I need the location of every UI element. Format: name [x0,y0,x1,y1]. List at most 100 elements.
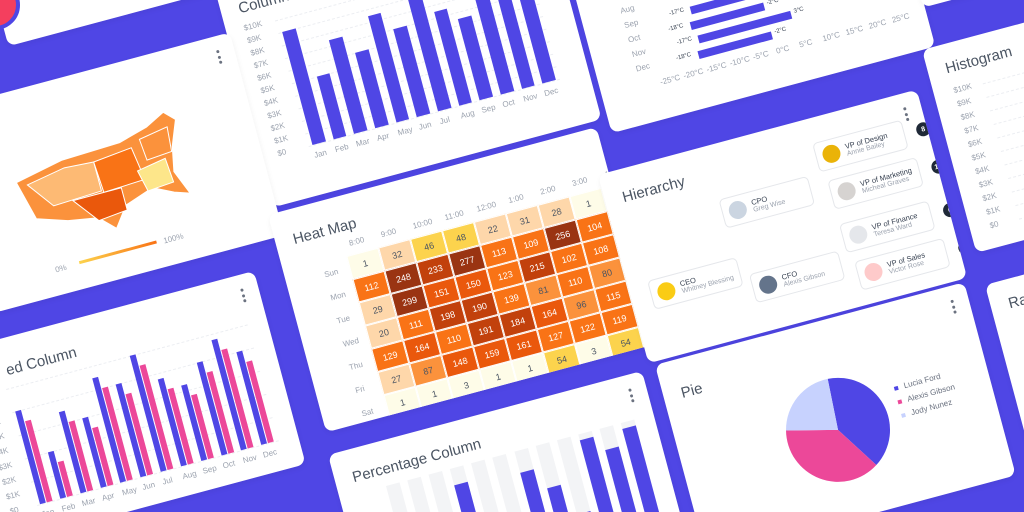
y-tick-label: Thu [348,359,364,373]
x-tick-label: Jan [313,147,328,160]
avatar [757,273,780,296]
pie-slice[interactable] [786,378,839,431]
y-tick-label: $10K [952,81,973,96]
x-tick-label: Nov [241,452,258,466]
y-tick-label: $7K [252,57,269,71]
x-tick-label: Apr [100,490,116,503]
range-end-label: -2°C [773,26,788,36]
node-text: CPO Greg Wise [750,190,786,214]
x-tick-label: -15°C [705,60,728,75]
x-tick-label: May [121,484,139,498]
y-tick-label: $1K [273,133,290,146]
node-text: VP of Marketing Micheal Graves [859,166,915,195]
range-bar-chart: Apr-3°C13°CMay1°C13°CJun2°C12°CJul-4°C7°… [604,0,913,94]
pie-legend: Lucia Ford Alexis Gibson Jody Nunez [893,369,961,425]
y-tick-label: $1K [985,204,1002,217]
avatar [847,223,870,246]
y-tick-label: Tue [335,313,352,326]
x-tick-label: May [396,124,414,138]
child-count-badge[interactable]: 6 [941,201,959,219]
grouped-column-card: ed Column $0$1K$2K$3K$4K$5K$6K$7K$8KJanF… [0,270,306,512]
y-category-label: Jul [615,0,627,1]
x-tick-label: Sep [201,463,218,476]
x-tick-label: Aug [459,108,476,121]
range-start-label: -18°C [667,23,685,33]
y-tick-label: Mon [329,289,347,303]
x-tick-label: Dec [543,85,560,99]
child-count-badge[interactable]: 12 [929,158,948,176]
child-count-badge[interactable]: 8 [914,120,932,138]
y-tick-label: $5K [0,431,6,444]
node-text: CEO Whitney Blessing [679,266,735,295]
y-tick-label: $2K [269,120,286,134]
x-tick-label: Apr [375,131,391,143]
x-tick-label: 9:00 [379,226,398,240]
y-category-label: Oct [627,32,642,45]
node-text: CFO Alexis Gibson [781,262,826,289]
y-category-label: Sep [623,17,640,31]
y-tick-label: $3K [977,177,994,190]
x-tick-label: Feb [60,501,77,512]
legend-marker-icon [900,412,906,418]
x-tick-label: Mar [80,495,97,509]
y-tick-label: $6K [966,136,984,150]
node-text: VP of Design Annie Bailey [844,131,890,158]
more-options-icon[interactable] [240,288,247,303]
x-tick-label: 8:00 [347,235,366,248]
y-tick-label: $9K [246,32,263,46]
y-tick-label: Sat [360,406,375,419]
x-tick-label: Nov [522,91,539,104]
x-tick-label: Aug [181,468,198,482]
y-tick-label: Fri [354,384,366,396]
top-left-card [0,0,212,47]
node-text: VP of Finance Teresa Ward [871,211,921,239]
x-tick-label: -5°C [751,49,770,62]
more-options-icon[interactable] [950,299,957,314]
x-tick-label: -20°C [682,66,705,81]
y-tick-label: $5K [259,83,276,96]
range-start-label: -17°C [676,36,693,47]
pie-chart [786,377,891,482]
y-tick-label: $0 [988,219,1000,231]
x-tick-label: 0°C [775,43,791,56]
x-tick-label: 20°C [867,17,888,31]
x-tick-label: -25°C [659,72,682,87]
x-tick-label: Jul [161,475,174,487]
y-tick-label: $4K [262,95,280,109]
node-text: VP of Sales Victor Rose [886,250,928,276]
x-tick-label: -10°C [728,54,751,69]
y-tick-label: $1K [4,489,21,502]
more-options-icon[interactable] [628,388,635,403]
legend-max-label: 100% [162,231,185,246]
more-options-icon[interactable] [216,49,223,65]
column-chart: $0 $1K $2K $3K $4K $5K $6K $7K $8K $9K $10K Jan Feb M… [243,0,573,161]
x-tick-label: 10:00 [411,216,434,231]
x-tick-label: Jan [41,507,56,512]
us-map [15,111,192,230]
x-tick-label: Dec [261,447,279,460]
card-title: Pie [679,379,705,402]
x-tick-label: 10°C [821,29,841,44]
x-tick-label: Oct [501,97,516,110]
pie-slice[interactable] [827,377,891,465]
legend-marker-icon [893,385,899,391]
avatar [726,198,749,222]
org-node-ceo[interactable]: CEO Whitney Blessing [647,257,744,310]
gridline [986,60,1024,98]
pie-card: Pie Lucia Ford Alexis Gibson Jody Nunez [655,282,1016,512]
org-node-cpo[interactable]: CPO Greg Wise [718,175,816,229]
y-tick-label: Wed [341,335,360,349]
x-tick-label: 12:00 [475,199,498,214]
y-tick-label: $7K [963,123,980,136]
y-tick-label: $8K [249,45,266,58]
child-count-badge[interactable]: 10 [956,238,968,256]
y-tick-label: $8K [959,109,976,123]
org-node-cfo[interactable]: CFO Alexis Gibson [748,250,846,304]
y-category-label: Aug [619,3,636,16]
range-start-label: -17°C [668,7,685,18]
pie-slice[interactable] [786,429,877,482]
y-tick-label: $9K [956,96,973,109]
x-tick-label: 25°C [890,11,911,25]
legend-min-label: 0% [54,262,68,275]
